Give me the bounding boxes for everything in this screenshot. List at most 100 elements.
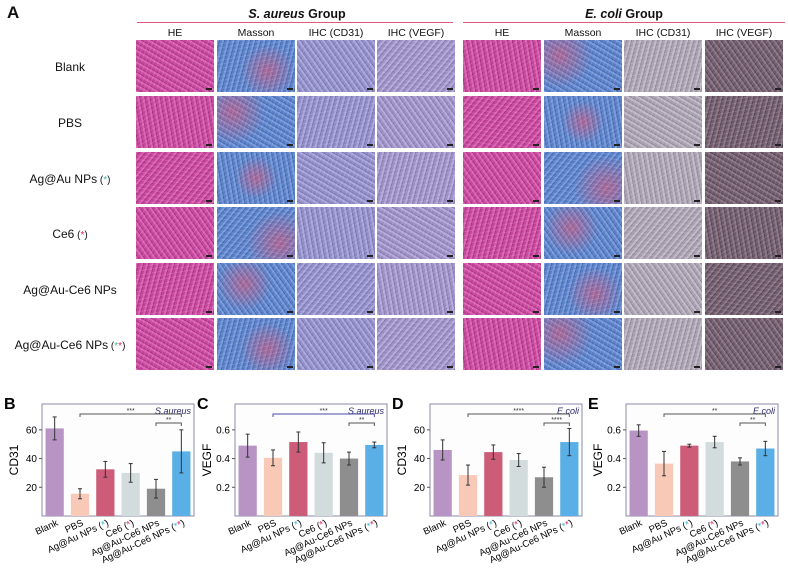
scale-bar (694, 366, 700, 368)
histology-image-masson (544, 152, 622, 204)
scale-bar (614, 311, 620, 313)
scale-bar (287, 366, 293, 368)
histology-image-ihc-vegf (705, 96, 783, 148)
x-tick-label: Blank (227, 518, 253, 538)
group-underline-e-coli (463, 22, 785, 23)
histology-image-masson (544, 263, 622, 315)
category-paren: ) (687, 518, 695, 529)
y-tick-label: 20 (26, 483, 38, 494)
scale-bar (287, 255, 293, 257)
row-label-text: Blank (54, 60, 86, 74)
category-star: * (488, 519, 496, 531)
bar (289, 442, 308, 516)
y-tick-label: 40 (414, 454, 426, 465)
histology-image-he (463, 207, 541, 259)
histology-image-he (136, 318, 214, 370)
histology-image-ihc-vegf (377, 152, 455, 204)
y-tick-label: 0.2 (607, 483, 621, 494)
category-paren: ) (516, 518, 524, 529)
category-paren: ) (179, 518, 187, 529)
bar (534, 477, 554, 516)
bar (484, 452, 503, 516)
histology-image-masson (217, 207, 295, 259)
category-paren: ) (321, 518, 329, 529)
histology-image-masson (217, 318, 295, 370)
histology-image-he (136, 96, 214, 148)
histology-image-he (136, 40, 214, 92)
scale-bar (206, 88, 212, 90)
scale-bar (775, 366, 781, 368)
scale-bar (694, 200, 700, 202)
scale-bar (367, 255, 373, 257)
category-star: * (760, 519, 768, 531)
scale-bar (533, 366, 539, 368)
scale-bar (614, 366, 620, 368)
histology-image-he (463, 152, 541, 204)
row-label: PBS (0, 116, 140, 130)
category-paren: ) (712, 518, 720, 529)
category-paren: ) (567, 518, 575, 529)
scale-bar (694, 311, 700, 313)
histology-image-masson (544, 40, 622, 92)
significance-bracket (467, 413, 570, 417)
group-title-s-aureus: S. aureus Group (136, 7, 458, 21)
histology-image-ihc-cd31 (624, 40, 702, 92)
bar (263, 457, 283, 516)
category-star: * (756, 521, 764, 533)
y-tick-label: 0.6 (607, 425, 621, 436)
scale-bar (287, 311, 293, 313)
category-star: * (560, 521, 568, 533)
scale-bar (206, 144, 212, 146)
y-axis-label: CD31 (7, 444, 21, 475)
scale-bar (367, 200, 373, 202)
scale-bar (614, 200, 620, 202)
category-star: * (176, 519, 184, 531)
category-star: * (100, 519, 108, 531)
bar (756, 448, 775, 516)
scale-bar (367, 88, 373, 90)
row-label-text: Ce6 (52, 227, 75, 241)
scale-bar (775, 88, 781, 90)
bar (458, 475, 478, 516)
histology-image-ihc-vegf (377, 263, 455, 315)
bar (238, 445, 257, 516)
column-header: IHC (CD31) (308, 27, 364, 39)
bar (629, 430, 648, 516)
y-tick-label: 0.6 (216, 425, 230, 436)
row-label-text: Ag@Au-Ce6 NPs (14, 338, 109, 352)
category-star: * (365, 521, 373, 533)
histology-image-masson (544, 318, 622, 370)
histology-image-ihc-vegf (705, 40, 783, 92)
histology-image-ihc-cd31 (624, 263, 702, 315)
significance-label: ** (166, 417, 172, 424)
y-axis-label: CD31 (395, 444, 409, 475)
significance-bracket (79, 413, 182, 417)
organism-annotation: S.aureus (155, 406, 192, 416)
histology-image-masson (217, 263, 295, 315)
significance-marker: (*) (74, 230, 88, 241)
scale-bar (447, 255, 453, 257)
y-tick-label: 40 (26, 454, 38, 465)
scale-bar (533, 144, 539, 146)
scale-bar (533, 311, 539, 313)
y-tick-label: 60 (26, 425, 38, 436)
row-label: Ag@Au-Ce6 NPs (**) (0, 338, 140, 352)
y-tick-label: 60 (414, 425, 426, 436)
group-title-e-coli: E. coli Group (463, 7, 785, 21)
row-label: Ag@Au-Ce6 NPs (0, 283, 140, 297)
scale-bar (367, 144, 373, 146)
y-tick-label: 0.2 (216, 483, 230, 494)
x-tick-label: Blank (618, 518, 644, 538)
organism-annotation: S.aureus (348, 406, 385, 416)
scale-bar (367, 366, 373, 368)
histology-image-ihc-cd31 (624, 152, 702, 204)
category-star: * (172, 521, 180, 533)
histology-image-he (136, 263, 214, 315)
scale-bar (775, 255, 781, 257)
category-paren: ) (491, 518, 499, 529)
scale-bar (206, 311, 212, 313)
column-header: IHC (CD31) (635, 27, 691, 39)
panel-letter: C (197, 397, 209, 413)
